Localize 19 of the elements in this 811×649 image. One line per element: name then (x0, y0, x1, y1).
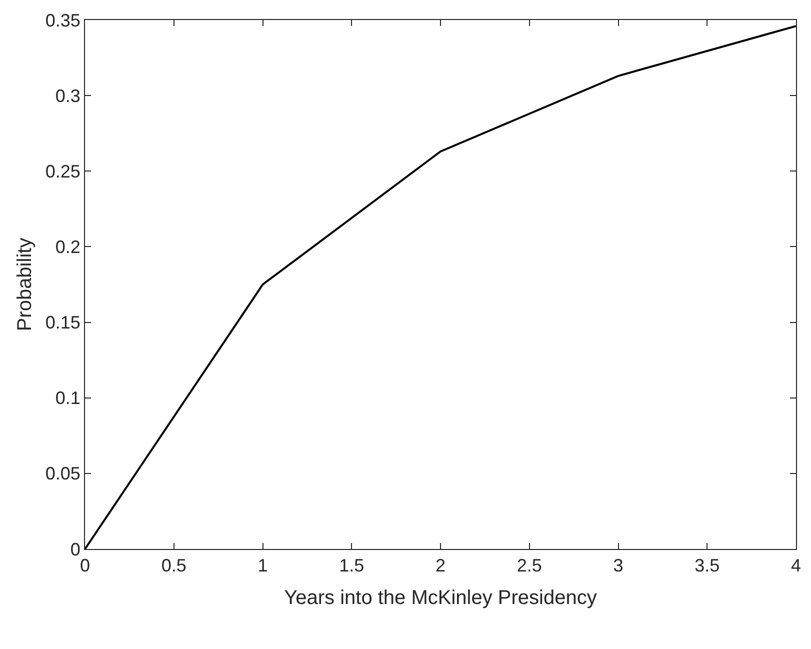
x-tick-label: 3.5 (694, 556, 720, 576)
y-tick-label: 0.25 (45, 161, 80, 182)
x-tick-label: 4 (790, 556, 802, 576)
x-tick-label: 1.5 (339, 556, 364, 576)
y-tick-label: 0.35 (45, 10, 80, 30)
y-tick-label: 0.2 (55, 237, 80, 258)
y-tick-label: 0.3 (55, 86, 80, 106)
line-series (85, 25, 796, 549)
x-tick-label: 1 (258, 556, 268, 576)
x-tick-label: 2.5 (516, 556, 542, 576)
x-tick-label: 2 (435, 556, 446, 576)
y-axis-title: Probability (14, 238, 36, 332)
y-tick-label: 0.15 (45, 312, 80, 333)
y-tick-label: 0.1 (55, 388, 80, 408)
x-tick-label: 0.5 (161, 556, 186, 576)
y-tick-label: 0 (70, 539, 80, 560)
x-tick-label: 3 (613, 556, 624, 576)
y-tick-label: 0.05 (45, 464, 80, 484)
x-axis-title: Years into the McKinley Presidency (284, 587, 597, 610)
